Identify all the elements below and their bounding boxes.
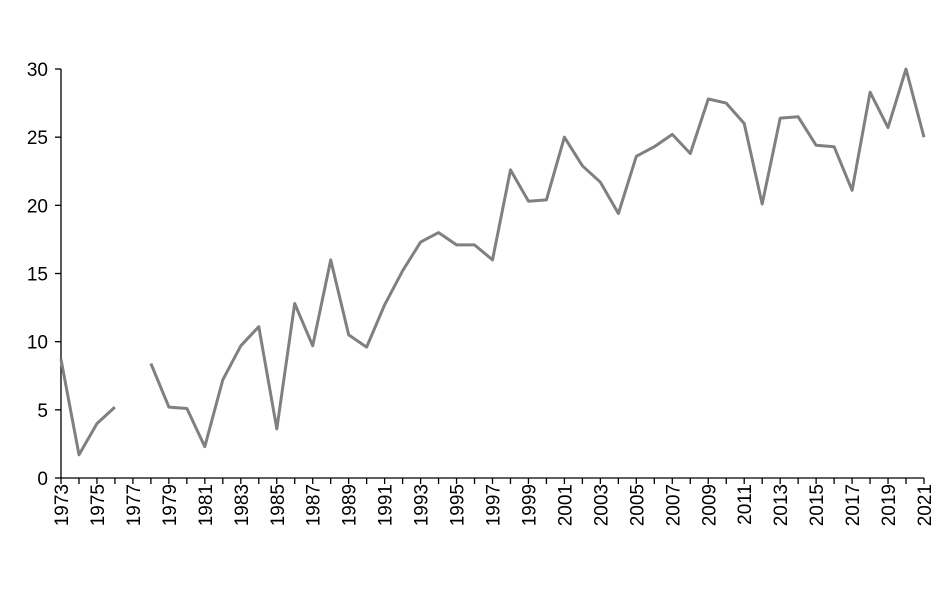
- x-tick-label: 2005: [627, 484, 648, 526]
- x-tick-label: 1987: [304, 484, 325, 526]
- x-tick-label: 2021: [915, 484, 936, 526]
- y-tick-label: 0: [37, 469, 48, 490]
- x-tick-label: 2009: [699, 484, 720, 526]
- x-tick-label: 1979: [160, 484, 181, 526]
- x-tick-label: 1997: [484, 484, 505, 526]
- x-tick-label: 2003: [591, 484, 612, 526]
- y-tick-label: 10: [27, 333, 48, 354]
- x-tick-label: 2015: [807, 484, 828, 526]
- x-tick-label: 1977: [124, 484, 145, 526]
- x-tick-label: 2013: [771, 484, 792, 526]
- y-tick-label: 20: [27, 196, 48, 217]
- x-tick-label: 1995: [448, 484, 469, 526]
- y-axis: 0 5 10 15 20 25 30: [27, 60, 62, 490]
- x-tick-label: 1981: [196, 484, 217, 526]
- x-tick-label: 2017: [843, 484, 864, 526]
- series-layer: [59, 67, 926, 457]
- x-tick-label: 1989: [340, 484, 361, 526]
- x-tick-label: 2011: [735, 484, 756, 525]
- y-tick-label: 5: [37, 401, 48, 422]
- series-line: [149, 67, 926, 449]
- x-tick-label: 1975: [88, 484, 109, 526]
- x-tick-label: 2007: [663, 484, 684, 526]
- y-tick-label: 25: [27, 128, 48, 149]
- y-tick-label: 15: [27, 265, 48, 286]
- x-tick-label: 1985: [268, 484, 289, 526]
- x-tick-label: 1999: [519, 484, 540, 526]
- x-tick-label: 1993: [412, 484, 433, 526]
- x-tick-label: 1973: [52, 484, 73, 526]
- y-tick-label: 30: [27, 60, 48, 81]
- x-tick-label: 1991: [376, 484, 397, 526]
- series-line: [59, 359, 116, 457]
- x-tick-label: 2019: [879, 484, 900, 526]
- x-tick-label: 1983: [232, 484, 253, 526]
- x-tick-label: 2001: [555, 484, 576, 526]
- x-axis: 1973 1975 1977 1979 1981 1983 1985 1987 1989 1991…: [52, 477, 936, 526]
